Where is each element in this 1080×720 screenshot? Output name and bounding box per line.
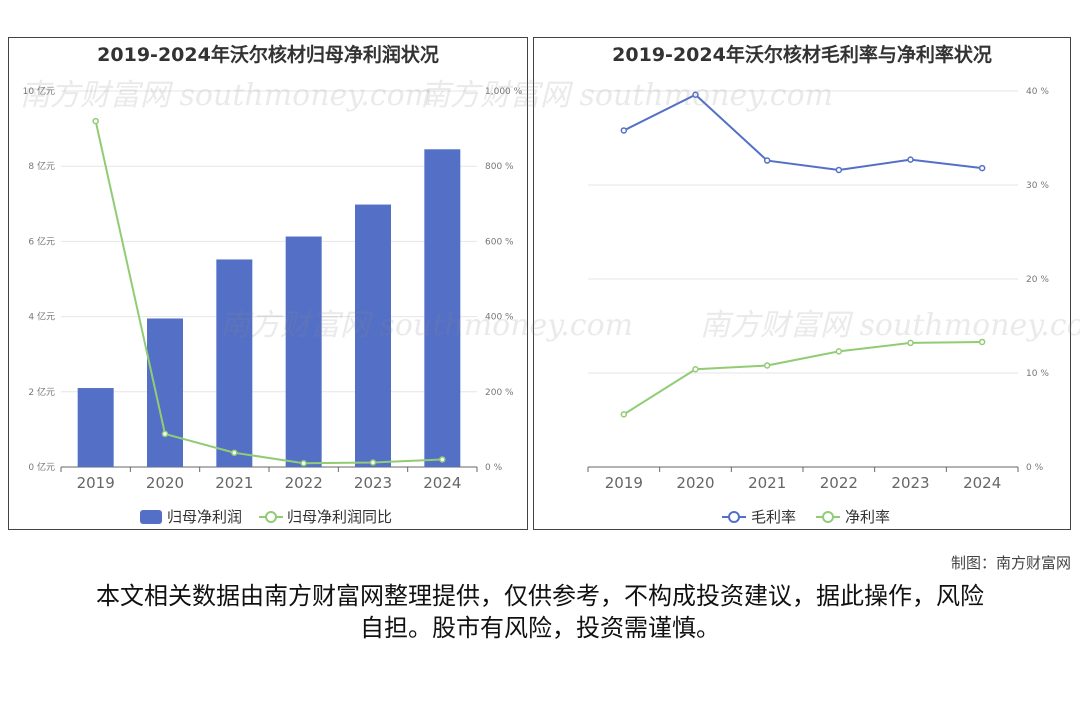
y-right-tick-label: 20 % <box>1026 275 1049 285</box>
x-tick-label: 2022 <box>820 474 858 492</box>
y-right-tick-label: 40 % <box>1026 87 1049 97</box>
y-right-tick-label: 1,000 % <box>485 87 523 97</box>
legend-swatch-bar <box>140 510 162 524</box>
x-tick-label: 2021 <box>748 474 786 492</box>
legend-swatch-marker <box>822 511 834 523</box>
legend-swatch-marker <box>265 511 277 523</box>
point <box>692 91 699 99</box>
chart-credit: 制图：南方财富网 <box>950 554 1071 572</box>
y-left-tick-label: 10 亿元 <box>23 85 55 97</box>
point <box>907 156 914 163</box>
point <box>763 362 771 369</box>
legend-label: 毛利率 <box>751 508 796 526</box>
x-tick-label: 2019 <box>605 474 643 492</box>
point <box>763 157 771 164</box>
bar-net-profit <box>285 236 322 467</box>
legend-swatch-marker <box>728 511 740 523</box>
x-tick-label: 2024 <box>963 474 1001 492</box>
net-profit-chart: 0 亿元 2 亿元 4 亿元 6 亿元 8 亿元 10 亿元 0 % 200 % 400 % 60… <box>23 85 523 526</box>
y-left-tick-label: 8 亿元 <box>28 160 55 172</box>
y-right-tick-label: 0 % <box>1026 463 1044 473</box>
series-line-yoy <box>94 120 443 465</box>
point-yoy <box>231 449 238 456</box>
chart-panel-margins: 2019-2024年沃尔核材毛利率与净利率状况 0 % 10 % 20 % 30 % 4… <box>533 37 1071 530</box>
point <box>907 339 914 347</box>
x-tick-label: 2022 <box>285 474 323 492</box>
y-right-tick-label: 400 % <box>485 313 514 323</box>
x-tick-label: 2020 <box>146 474 184 492</box>
x-tick-label: 2024 <box>423 474 461 492</box>
legend-label: 归母净利润同比 <box>287 508 392 526</box>
bar-net-profit <box>355 204 391 467</box>
y-left-tick-label: 2 亿元 <box>28 386 55 398</box>
x-tick-label: 2023 <box>891 474 929 492</box>
point <box>978 164 986 172</box>
x-tick-label: 2021 <box>215 474 253 492</box>
disclaimer-text: 本文相关数据由南方财富网整理提供，仅供参考，不构成投资建议，据此操作，风险自担。… <box>96 582 984 642</box>
point <box>978 338 986 346</box>
y-right-tick-label: 30 % <box>1026 181 1049 191</box>
point <box>692 365 699 373</box>
bar-net-profit <box>216 259 253 467</box>
y-right-tick-label: 10 % <box>1026 369 1049 379</box>
point <box>835 166 843 174</box>
y-left-tick-label: 4 亿元 <box>28 311 55 323</box>
bar-net-profit <box>147 318 183 467</box>
y-right-tick-label: 800 % <box>485 162 514 172</box>
series-line-gross-margin <box>623 93 983 171</box>
point-yoy <box>300 459 307 467</box>
y-right-tick-label: 200 % <box>485 388 514 398</box>
point <box>835 348 843 355</box>
y-right-tick-label: 600 % <box>485 237 514 247</box>
x-tick-label: 2023 <box>354 474 392 492</box>
y-left-tick-label: 0 亿元 <box>28 461 55 473</box>
series-line-net-margin <box>623 340 983 416</box>
point <box>620 411 628 418</box>
y-left-tick-label: 6 亿元 <box>28 235 55 247</box>
chart-panel-net-profit: 2019-2024年沃尔核材归母净利润状况 0 亿元 2 亿元 4 亿元 6 亿元 8 … <box>8 37 528 530</box>
bar-net-profit <box>77 388 114 467</box>
point-yoy <box>92 117 99 125</box>
y-right-tick-label: 0 % <box>485 463 503 473</box>
x-tick-label: 2020 <box>676 474 714 492</box>
chart-title: 2019-2024年沃尔核材毛利率与净利率状况 <box>612 44 992 66</box>
x-tick-label: 2019 <box>77 474 115 492</box>
legend-label: 归母净利润 <box>167 508 242 526</box>
margin-chart: 0 % 10 % 20 % 30 % 40 % 2019 2020 2021 2022 2023 2… <box>587 87 1049 526</box>
point-yoy <box>369 459 377 466</box>
point-yoy <box>439 456 446 463</box>
legend-label: 净利率 <box>845 508 890 526</box>
bar-net-profit <box>424 149 461 467</box>
chart-title: 2019-2024年沃尔核材归母净利润状况 <box>97 44 439 66</box>
point <box>620 127 628 134</box>
point-yoy <box>161 430 169 438</box>
